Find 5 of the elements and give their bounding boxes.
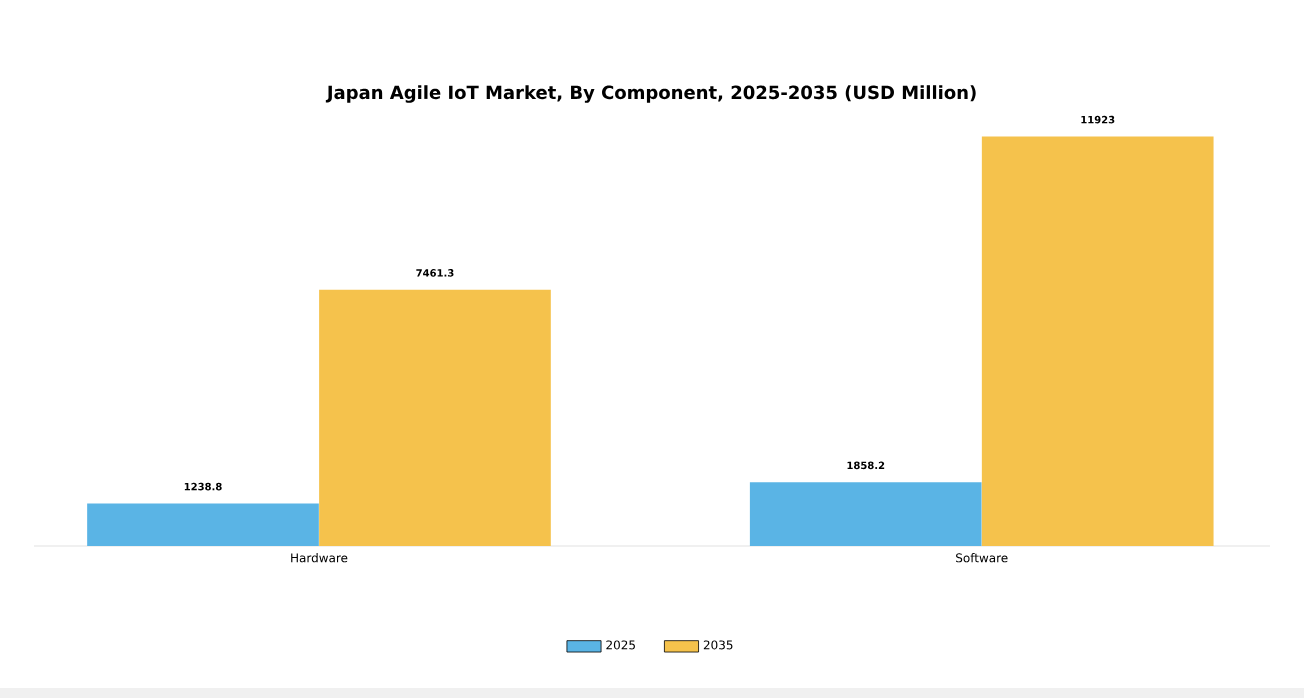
- bar: [319, 289, 551, 546]
- bar: [981, 136, 1214, 546]
- chart-title: Japan Agile IoT Market, By Component, 2025-2035 (USD Million): [325, 85, 976, 103]
- bar: [87, 503, 319, 546]
- bar: [749, 482, 982, 546]
